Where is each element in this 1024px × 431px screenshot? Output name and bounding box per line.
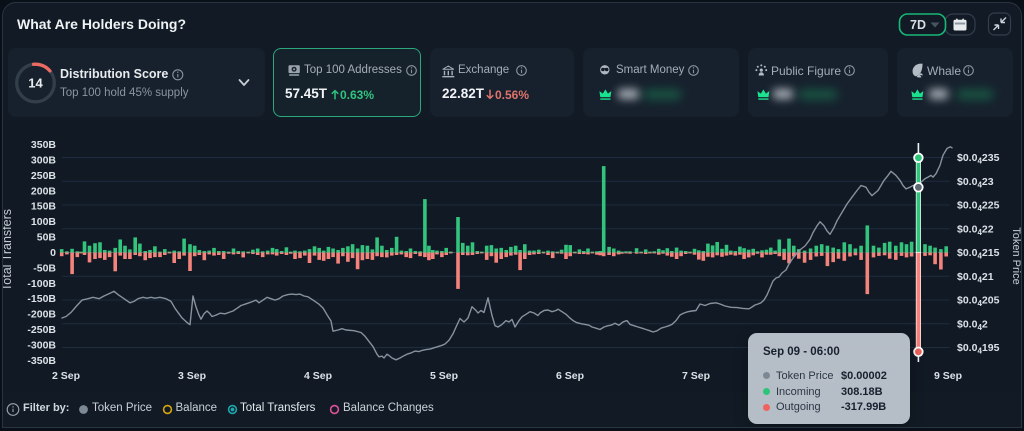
svg-text:$0.04215: $0.04215 [957, 247, 1000, 261]
svg-text:350B: 350B [31, 139, 57, 151]
svg-text:250B: 250B [31, 170, 57, 182]
svg-text:150B: 150B [31, 201, 57, 213]
svg-text:-150B: -150B [27, 293, 56, 305]
svg-text:$0.04225: $0.04225 [957, 200, 1000, 214]
svg-text:6 Sep: 6 Sep [556, 370, 584, 382]
svg-text:3 Sep: 3 Sep [178, 370, 206, 382]
svg-text:$0.042: $0.042 [957, 318, 988, 332]
svg-text:Token Price: Token Price [1010, 227, 1022, 284]
svg-text:5 Sep: 5 Sep [430, 370, 458, 382]
svg-text:$0.04205: $0.04205 [957, 295, 1000, 309]
svg-text:300B: 300B [31, 154, 57, 166]
svg-text:$0.0421: $0.0421 [957, 271, 994, 285]
svg-text:$0.04195: $0.04195 [957, 342, 1000, 356]
svg-text:$0.0422: $0.0422 [957, 224, 994, 238]
svg-text:14: 14 [28, 76, 43, 91]
svg-text:7 Sep: 7 Sep [682, 370, 710, 382]
svg-text:-300B: -300B [27, 340, 56, 352]
svg-text:7D: 7D [910, 18, 926, 32]
svg-text:4 Sep: 4 Sep [304, 370, 332, 382]
svg-text:9 Sep: 9 Sep [934, 370, 962, 382]
svg-text:$0.0423: $0.0423 [957, 176, 994, 190]
svg-text:-100B: -100B [27, 278, 56, 290]
svg-text:$0.04235: $0.04235 [957, 152, 1000, 166]
svg-text:-350B: -350B [27, 355, 56, 367]
svg-text:Total Transfers: Total Transfers [2, 209, 14, 291]
svg-text:0: 0 [50, 247, 56, 259]
svg-text:-200B: -200B [27, 309, 56, 321]
svg-text:100B: 100B [31, 216, 57, 228]
svg-text:-50B: -50B [33, 262, 56, 274]
svg-text:2 Sep: 2 Sep [52, 370, 80, 382]
svg-text:50B: 50B [37, 232, 57, 244]
svg-text:200B: 200B [31, 185, 57, 197]
svg-text:-250B: -250B [27, 324, 56, 336]
